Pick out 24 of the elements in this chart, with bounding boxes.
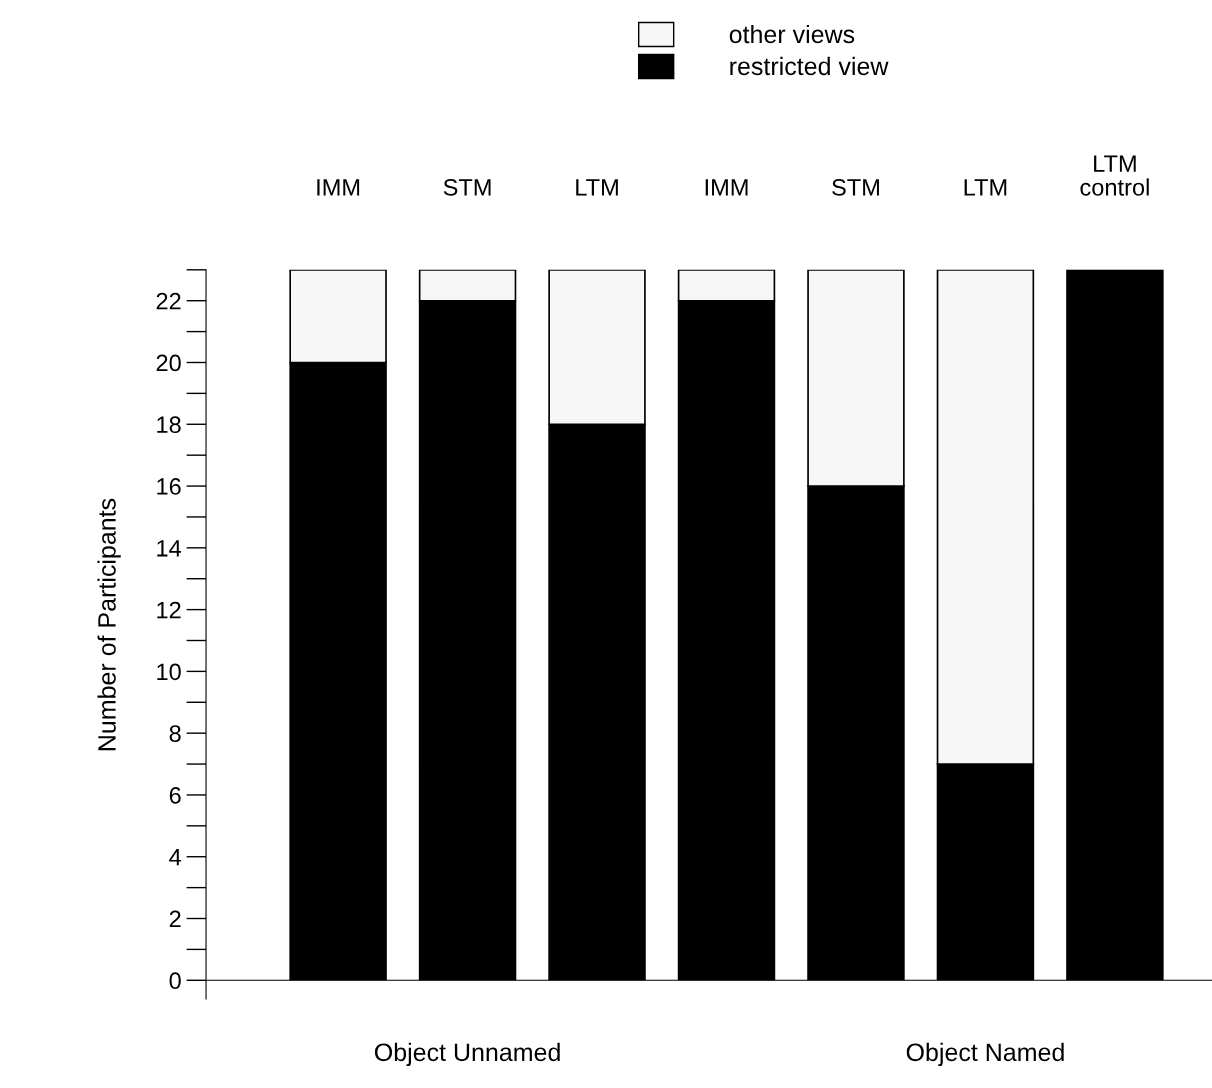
y-axis-title: Number of Participants — [97, 498, 121, 751]
legend-label: restricted view — [730, 56, 889, 76]
x-tick-label: LTM — [576, 179, 618, 196]
y-tick-label: 14 — [157, 540, 182, 557]
legend-label: other views — [729, 24, 855, 44]
y-tick-label: 16 — [157, 478, 181, 495]
y-tick-label: 10 — [157, 663, 181, 681]
text: Object Unnamed — [374, 1042, 560, 1067]
x-tick-label: IMM — [317, 179, 360, 196]
text: Object Named — [906, 1042, 1064, 1067]
y-tick-label: 12 — [157, 601, 181, 619]
y-tick-label: 0 — [169, 972, 181, 990]
y-tick-label: 20 — [156, 354, 181, 372]
y-tick-label: 6 — [169, 787, 181, 804]
y-tick-label: 8 — [169, 725, 181, 742]
y-tick-label: 4 — [169, 849, 182, 866]
x-tick-label: IMM — [705, 179, 748, 196]
x-tick-label: STM — [832, 178, 879, 196]
y-tick-label: 2 — [169, 910, 181, 928]
x-tick-label: LTM — [964, 179, 1007, 196]
y-tick-label: 22 — [156, 292, 181, 310]
y-tick-label: 18 — [157, 416, 181, 434]
x-tick-label: STM — [443, 178, 491, 196]
x-tick-label: LTM control — [1080, 155, 1149, 196]
